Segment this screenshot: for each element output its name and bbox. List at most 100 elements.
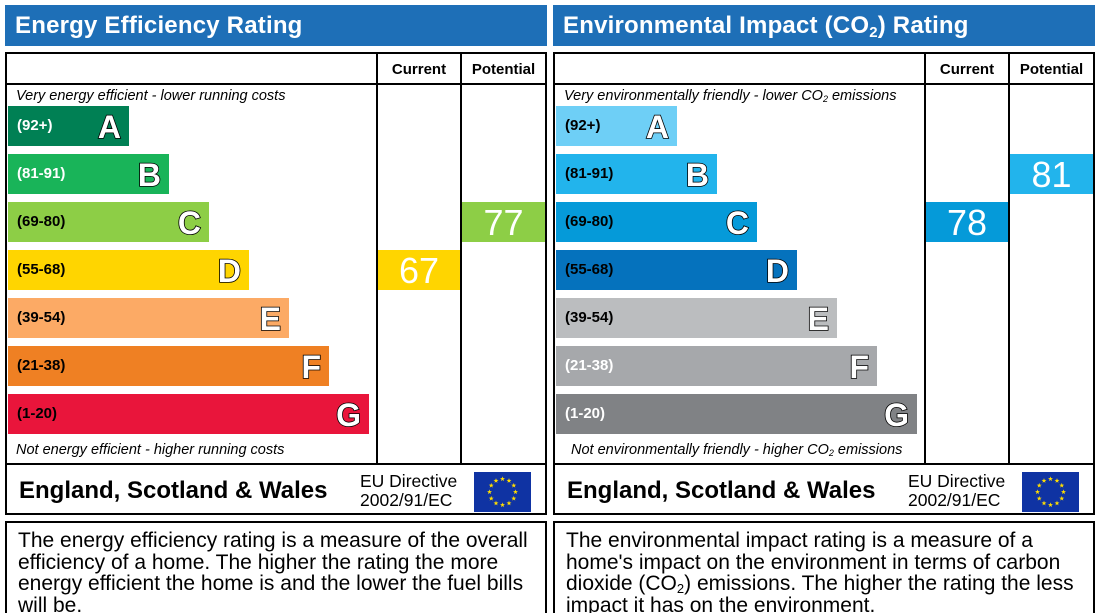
band-letter: C xyxy=(177,204,202,242)
band-d-bar: (55-68) D xyxy=(8,250,249,290)
current-score-value: 67 xyxy=(398,250,440,291)
footer-divider xyxy=(555,463,1093,465)
band-letter: D xyxy=(765,252,790,290)
band-range-label: (21-38) xyxy=(565,357,614,374)
top-note-text: Very environmentally friendly - lower CO xyxy=(564,88,823,104)
top-note: Very energy efficient - lower running co… xyxy=(16,88,286,104)
current-score: 78 xyxy=(926,202,1008,243)
band-letter: G xyxy=(883,396,909,434)
eu-directive: EU Directive 2002/91/EC xyxy=(360,472,457,510)
potential-score: 77 xyxy=(462,202,545,243)
band-range-label: (39-54) xyxy=(17,309,66,326)
band-range-label: (92+) xyxy=(565,117,601,134)
flag-star-icon xyxy=(511,495,517,501)
band-range-label: (39-54) xyxy=(565,309,614,326)
flag-star-icon xyxy=(1041,478,1047,483)
band-range-label: (21-38) xyxy=(17,357,66,374)
flag-star-icon xyxy=(488,495,494,501)
band-letter: A xyxy=(97,108,122,146)
flag-star-icon xyxy=(1054,500,1060,506)
band-range-label: (1-20) xyxy=(17,405,58,422)
flag-star-icon xyxy=(487,489,492,495)
header-divider xyxy=(555,83,1093,85)
band-f-bar: (21-38) F xyxy=(556,346,877,386)
description-subscript: 2 xyxy=(676,581,685,596)
flag-star-icon xyxy=(1041,500,1047,506)
flag-star-icon xyxy=(1061,489,1066,495)
current-column-header: Current xyxy=(391,61,447,78)
flag-star-icon xyxy=(506,500,512,506)
eu-directive: EU Directive 2002/91/EC xyxy=(908,472,1005,510)
potential-score: 81 xyxy=(1010,154,1093,195)
flag-star-icon xyxy=(1036,495,1042,501)
environmental-impact-panel: Environmental Impact (CO2) Rating Curren… xyxy=(553,5,1095,613)
band-g-bar: (1-20) G xyxy=(8,394,369,434)
column-divider xyxy=(460,54,462,465)
flag-star-icon xyxy=(488,482,494,488)
column-divider xyxy=(376,54,378,465)
directive-line: EU Directive xyxy=(908,471,1006,491)
band-range-label: (92+) xyxy=(17,117,53,134)
flag-star-icon xyxy=(500,476,505,482)
band-range-label: (81-91) xyxy=(17,165,66,182)
band-f-bar: (21-38) F xyxy=(8,346,329,386)
flag-star-icon xyxy=(506,478,512,483)
band-letter: E xyxy=(259,300,282,338)
flag-star-icon xyxy=(493,478,499,483)
band-range-label: (69-80) xyxy=(565,213,614,230)
band-a-bar: (92+) A xyxy=(556,106,677,146)
band-c-bar: (69-80) C xyxy=(556,202,757,242)
rating-chart: Current Potential Very energy efficient … xyxy=(5,52,547,515)
eu-flag-icon xyxy=(474,472,531,512)
description-text-end: ) emissions. The higher the rating the l… xyxy=(566,572,1074,613)
description-box: The environmental impact rating is a mea… xyxy=(553,521,1095,613)
panel-title-text: Environmental Impact (CO xyxy=(563,12,870,39)
band-range-label: (55-68) xyxy=(17,261,66,278)
panel-title-text: Energy Efficiency Rating xyxy=(15,12,303,39)
top-note-text-end: emissions xyxy=(827,88,897,104)
flag-star-icon xyxy=(1035,489,1040,495)
band-letter: C xyxy=(725,204,750,242)
band-range-label: (81-91) xyxy=(565,165,614,182)
flag-star-icon xyxy=(1036,482,1042,488)
directive-line: EU Directive xyxy=(360,471,458,491)
potential-score-value: 77 xyxy=(483,202,524,243)
bottom-note-text-end: emissions xyxy=(833,442,903,458)
column-divider xyxy=(1008,54,1010,465)
flag-star-icon xyxy=(513,489,518,495)
potential-score-value: 81 xyxy=(1031,154,1072,195)
flag-star-icon xyxy=(511,482,517,488)
band-e-bar: (39-54) E xyxy=(8,298,289,338)
potential-column-header: Potential xyxy=(1019,61,1084,78)
band-range-label: (55-68) xyxy=(565,261,614,278)
bottom-note-subscript: 2 xyxy=(828,448,834,458)
bottom-note: Not energy efficient - higher running co… xyxy=(16,442,285,458)
band-e-bar: (39-54) E xyxy=(556,298,837,338)
top-note: Very environmentally friendly - lower CO… xyxy=(564,88,896,105)
region-label: England, Scotland & Wales xyxy=(19,477,328,504)
band-d-bar: (55-68) D xyxy=(556,250,797,290)
band-letter: F xyxy=(301,348,322,386)
panel-title-subscript: 2 xyxy=(869,24,878,41)
band-g-bar: (1-20) G xyxy=(556,394,917,434)
panel-title-text-end: ) Rating xyxy=(877,12,969,39)
description-box: The energy efficiency rating is a measur… xyxy=(5,521,547,613)
band-a-bar: (92+) A xyxy=(8,106,129,146)
flag-star-icon xyxy=(493,500,499,506)
band-letter: B xyxy=(137,156,162,194)
flag-star-icon xyxy=(1048,502,1053,508)
region-label: England, Scotland & Wales xyxy=(567,477,876,504)
band-range-label: (1-20) xyxy=(565,405,606,422)
panel-title: Energy Efficiency Rating xyxy=(5,5,547,46)
band-range-label: (69-80) xyxy=(17,213,66,230)
flag-star-icon xyxy=(1059,495,1065,501)
band-letter: D xyxy=(217,252,242,290)
band-c-bar: (69-80) C xyxy=(8,202,209,242)
rating-chart: Current Potential Very environmentally f… xyxy=(553,52,1095,515)
flag-star-icon xyxy=(500,502,505,508)
directive-line: 2002/91/EC xyxy=(908,490,1001,510)
footer-divider xyxy=(7,463,545,465)
current-column-header: Current xyxy=(939,61,995,78)
band-letter: F xyxy=(849,348,870,386)
band-b-bar: (81-91) B xyxy=(556,154,717,194)
